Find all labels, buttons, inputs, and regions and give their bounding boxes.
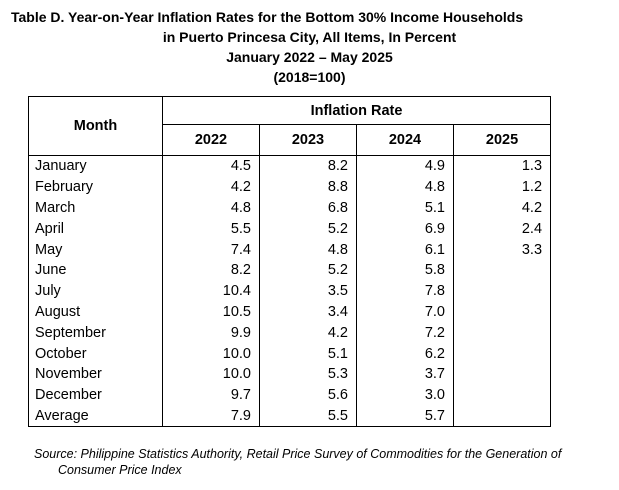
value-cell-2024: 7.2 bbox=[356, 322, 454, 344]
value-cell-2024: 3.7 bbox=[356, 363, 454, 385]
value-cell-2024: 7.0 bbox=[356, 301, 454, 323]
value-cell-2022: 7.9 bbox=[162, 405, 260, 428]
inflation-rate-header: Inflation Rate bbox=[161, 95, 552, 126]
table-row: April 5.5 5.2 6.9 2.4 bbox=[28, 218, 552, 240]
year-header-2023: 2023 bbox=[259, 124, 357, 156]
value-cell-2024: 3.0 bbox=[356, 384, 454, 406]
value-cell-2024: 6.2 bbox=[356, 343, 454, 364]
title-line-2: in Puerto Princesa City, All Items, In P… bbox=[162, 29, 457, 45]
value-cell-2023: 5.6 bbox=[259, 384, 357, 406]
value-cell-2025 bbox=[452, 280, 552, 302]
table-row: August 10.5 3.4 7.0 bbox=[28, 301, 552, 323]
source-note: Source: Philippine Statistics Authority,… bbox=[34, 446, 614, 478]
month-cell: November bbox=[28, 363, 163, 385]
value-cell-2023: 5.2 bbox=[259, 218, 357, 240]
month-cell: August bbox=[28, 301, 163, 323]
value-cell-2023: 3.5 bbox=[259, 280, 357, 302]
value-cell-2022: 10.5 bbox=[162, 301, 260, 323]
value-cell-2023: 5.2 bbox=[259, 259, 357, 281]
value-cell-2022: 10.0 bbox=[162, 363, 260, 385]
month-column-header: Month bbox=[28, 96, 163, 156]
table-row: July 10.4 3.5 7.8 bbox=[28, 280, 552, 302]
value-cell-2025 bbox=[452, 405, 552, 428]
month-cell: December bbox=[28, 384, 163, 406]
month-cell: January bbox=[28, 154, 163, 177]
month-cell: March bbox=[28, 197, 163, 219]
table-row: January 4.5 8.2 4.9 1.3 bbox=[28, 154, 552, 177]
month-cell: April bbox=[28, 218, 163, 240]
value-cell-2024: 5.7 bbox=[356, 405, 454, 428]
value-cell-2022: 10.4 bbox=[162, 280, 260, 302]
year-header-2022: 2022 bbox=[162, 124, 260, 156]
title-line-3: January 2022 – May 2025 bbox=[226, 49, 393, 65]
year-header-2024: 2024 bbox=[356, 124, 454, 156]
month-cell: July bbox=[28, 280, 163, 302]
title-line-4: (2018=100) bbox=[273, 69, 346, 85]
value-cell-2023: 5.3 bbox=[259, 363, 357, 385]
value-cell-2025: 4.2 bbox=[452, 197, 552, 219]
value-cell-2024: 6.9 bbox=[356, 218, 454, 240]
value-cell-2025 bbox=[452, 259, 552, 281]
year-header-2025: 2025 bbox=[452, 124, 552, 156]
month-cell: September bbox=[28, 322, 163, 344]
value-cell-2024: 4.8 bbox=[356, 176, 454, 198]
table-row: September 9.9 4.2 7.2 bbox=[28, 322, 552, 344]
value-cell-2023: 4.2 bbox=[259, 322, 357, 344]
value-cell-2022: 10.0 bbox=[162, 343, 260, 364]
value-cell-2024: 5.1 bbox=[356, 197, 454, 219]
value-cell-2025 bbox=[452, 343, 552, 364]
table-row: Average 7.9 5.5 5.7 bbox=[28, 405, 552, 428]
source-line-2: Consumer Price Index bbox=[58, 463, 182, 477]
month-cell: June bbox=[28, 259, 163, 281]
table-row: February 4.2 8.8 4.8 1.2 bbox=[28, 176, 552, 198]
value-cell-2025: 1.2 bbox=[452, 176, 552, 198]
value-cell-2022: 7.4 bbox=[162, 239, 260, 260]
title-line-1: Table D. Year-on-Year Inflation Rates fo… bbox=[11, 9, 524, 25]
table-row: December 9.7 5.6 3.0 bbox=[28, 384, 552, 406]
value-cell-2022: 8.2 bbox=[162, 259, 260, 281]
value-cell-2023: 8.8 bbox=[259, 176, 357, 198]
table-row: October 10.0 5.1 6.2 bbox=[28, 343, 552, 364]
table-row: June 8.2 5.2 5.8 bbox=[28, 259, 552, 281]
value-cell-2022: 9.7 bbox=[162, 384, 260, 406]
source-line-1: Source: Philippine Statistics Authority,… bbox=[34, 447, 562, 461]
value-cell-2023: 4.8 bbox=[259, 239, 357, 260]
value-cell-2023: 5.5 bbox=[259, 405, 357, 428]
value-cell-2025: 2.4 bbox=[452, 218, 552, 240]
value-cell-2022: 4.5 bbox=[162, 154, 260, 177]
value-cell-2024: 4.9 bbox=[356, 154, 454, 177]
table-row: March 4.8 6.8 5.1 4.2 bbox=[28, 197, 552, 219]
value-cell-2022: 5.5 bbox=[162, 218, 260, 240]
table-row: May 7.4 4.8 6.1 3.3 bbox=[28, 239, 552, 260]
value-cell-2022: 4.2 bbox=[162, 176, 260, 198]
value-cell-2025 bbox=[452, 322, 552, 344]
value-cell-2024: 6.1 bbox=[356, 239, 454, 260]
month-cell: Average bbox=[28, 405, 163, 428]
value-cell-2024: 5.8 bbox=[356, 259, 454, 281]
value-cell-2022: 4.8 bbox=[162, 197, 260, 219]
value-cell-2023: 5.1 bbox=[259, 343, 357, 364]
inflation-table: Month Inflation Rate 2022 2023 2024 2025… bbox=[28, 95, 552, 428]
table-row: November 10.0 5.3 3.7 bbox=[28, 363, 552, 385]
month-cell: February bbox=[28, 176, 163, 198]
value-cell-2025: 1.3 bbox=[452, 154, 552, 177]
value-cell-2023: 6.8 bbox=[259, 197, 357, 219]
value-cell-2023: 3.4 bbox=[259, 301, 357, 323]
month-cell: October bbox=[28, 343, 163, 364]
value-cell-2022: 9.9 bbox=[162, 322, 260, 344]
value-cell-2025 bbox=[452, 301, 552, 323]
value-cell-2024: 7.8 bbox=[356, 280, 454, 302]
value-cell-2025 bbox=[452, 384, 552, 406]
value-cell-2025: 3.3 bbox=[452, 239, 552, 260]
table-body: January 4.5 8.2 4.9 1.3 February 4.2 8.8 4.8 1.2 M… bbox=[28, 154, 552, 428]
month-cell: May bbox=[28, 239, 163, 260]
value-cell-2025 bbox=[452, 363, 552, 385]
value-cell-2023: 8.2 bbox=[259, 154, 357, 177]
